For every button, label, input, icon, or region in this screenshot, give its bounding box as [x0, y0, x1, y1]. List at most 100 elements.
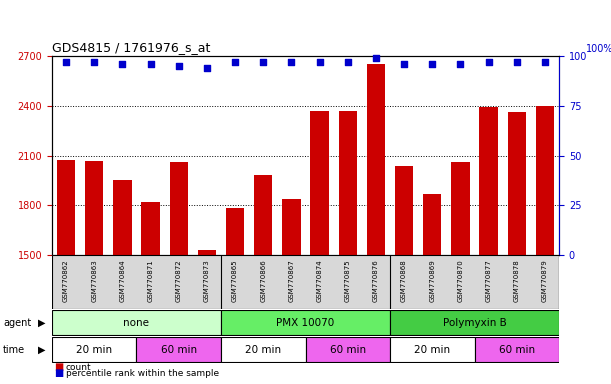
- Bar: [508, 112, 526, 255]
- Text: GSM770870: GSM770870: [458, 260, 464, 303]
- Bar: [475, 337, 559, 362]
- Bar: [334, 255, 362, 309]
- Text: 60 min: 60 min: [499, 345, 535, 355]
- Point: [343, 59, 353, 65]
- Text: GSM770871: GSM770871: [147, 260, 153, 303]
- Bar: [306, 255, 334, 309]
- Y-axis label: 100%: 100%: [586, 44, 611, 54]
- Text: ▶: ▶: [38, 318, 45, 328]
- Text: GSM770873: GSM770873: [204, 260, 210, 303]
- Text: GSM770865: GSM770865: [232, 260, 238, 302]
- Text: GDS4815 / 1761976_s_at: GDS4815 / 1761976_s_at: [52, 41, 210, 55]
- Text: 20 min: 20 min: [414, 345, 450, 355]
- Point: [399, 61, 409, 67]
- Point: [371, 55, 381, 61]
- Bar: [52, 310, 221, 336]
- Bar: [52, 255, 80, 309]
- Bar: [390, 310, 559, 336]
- Text: time: time: [3, 345, 25, 355]
- Point: [174, 63, 184, 69]
- Bar: [277, 255, 306, 309]
- Text: GSM770862: GSM770862: [63, 260, 69, 302]
- Bar: [395, 166, 413, 255]
- Text: PMX 10070: PMX 10070: [276, 318, 335, 328]
- Bar: [480, 107, 498, 255]
- Bar: [221, 255, 249, 309]
- Point: [315, 59, 324, 65]
- Bar: [221, 337, 306, 362]
- Point: [202, 65, 212, 71]
- Bar: [452, 162, 470, 255]
- Bar: [254, 175, 273, 255]
- Point: [145, 61, 155, 67]
- Point: [89, 59, 99, 65]
- Text: GSM770866: GSM770866: [260, 260, 266, 303]
- Bar: [198, 250, 216, 255]
- Bar: [418, 255, 447, 309]
- Bar: [221, 310, 390, 336]
- Bar: [85, 161, 103, 255]
- Bar: [390, 337, 475, 362]
- Bar: [136, 337, 221, 362]
- Text: 60 min: 60 min: [330, 345, 366, 355]
- Text: GSM770863: GSM770863: [91, 260, 97, 303]
- Bar: [108, 255, 136, 309]
- Text: 20 min: 20 min: [76, 345, 112, 355]
- Text: 60 min: 60 min: [161, 345, 197, 355]
- Bar: [367, 64, 385, 255]
- Point: [258, 59, 268, 65]
- Bar: [306, 337, 390, 362]
- Bar: [249, 255, 277, 309]
- Point: [287, 59, 296, 65]
- Text: percentile rank within the sample: percentile rank within the sample: [66, 369, 219, 378]
- Text: GSM770867: GSM770867: [288, 260, 295, 303]
- Bar: [390, 255, 418, 309]
- Text: GSM770878: GSM770878: [514, 260, 520, 303]
- Text: GSM770874: GSM770874: [316, 260, 323, 302]
- Text: GSM770875: GSM770875: [345, 260, 351, 302]
- Bar: [310, 111, 329, 255]
- Bar: [423, 194, 441, 255]
- Bar: [141, 202, 159, 255]
- Bar: [164, 255, 193, 309]
- Text: GSM770879: GSM770879: [542, 260, 548, 303]
- Text: GSM770876: GSM770876: [373, 260, 379, 303]
- Bar: [503, 255, 531, 309]
- Bar: [136, 255, 164, 309]
- Text: GSM770864: GSM770864: [119, 260, 125, 302]
- Text: agent: agent: [3, 318, 31, 328]
- Text: ■: ■: [54, 362, 63, 372]
- Point: [230, 59, 240, 65]
- Bar: [282, 199, 301, 255]
- Text: 20 min: 20 min: [245, 345, 281, 355]
- Text: GSM770869: GSM770869: [430, 260, 435, 303]
- Point: [484, 59, 494, 65]
- Point: [117, 61, 127, 67]
- Text: count: count: [66, 363, 92, 372]
- Text: GSM770872: GSM770872: [176, 260, 181, 302]
- Bar: [52, 337, 136, 362]
- Point: [428, 61, 437, 67]
- Bar: [362, 255, 390, 309]
- Text: ▶: ▶: [38, 345, 45, 355]
- Text: Polymyxin B: Polymyxin B: [442, 318, 507, 328]
- Text: GSM770877: GSM770877: [486, 260, 492, 303]
- Text: GSM770868: GSM770868: [401, 260, 407, 303]
- Point: [512, 59, 522, 65]
- Bar: [113, 180, 131, 255]
- Bar: [338, 111, 357, 255]
- Bar: [447, 255, 475, 309]
- Bar: [80, 255, 108, 309]
- Point: [61, 59, 71, 65]
- Bar: [475, 255, 503, 309]
- Bar: [170, 162, 188, 255]
- Bar: [536, 106, 554, 255]
- Bar: [57, 160, 75, 255]
- Text: ■: ■: [54, 368, 63, 378]
- Point: [456, 61, 466, 67]
- Bar: [226, 208, 244, 255]
- Text: none: none: [123, 318, 150, 328]
- Bar: [193, 255, 221, 309]
- Point: [540, 59, 550, 65]
- Bar: [531, 255, 559, 309]
